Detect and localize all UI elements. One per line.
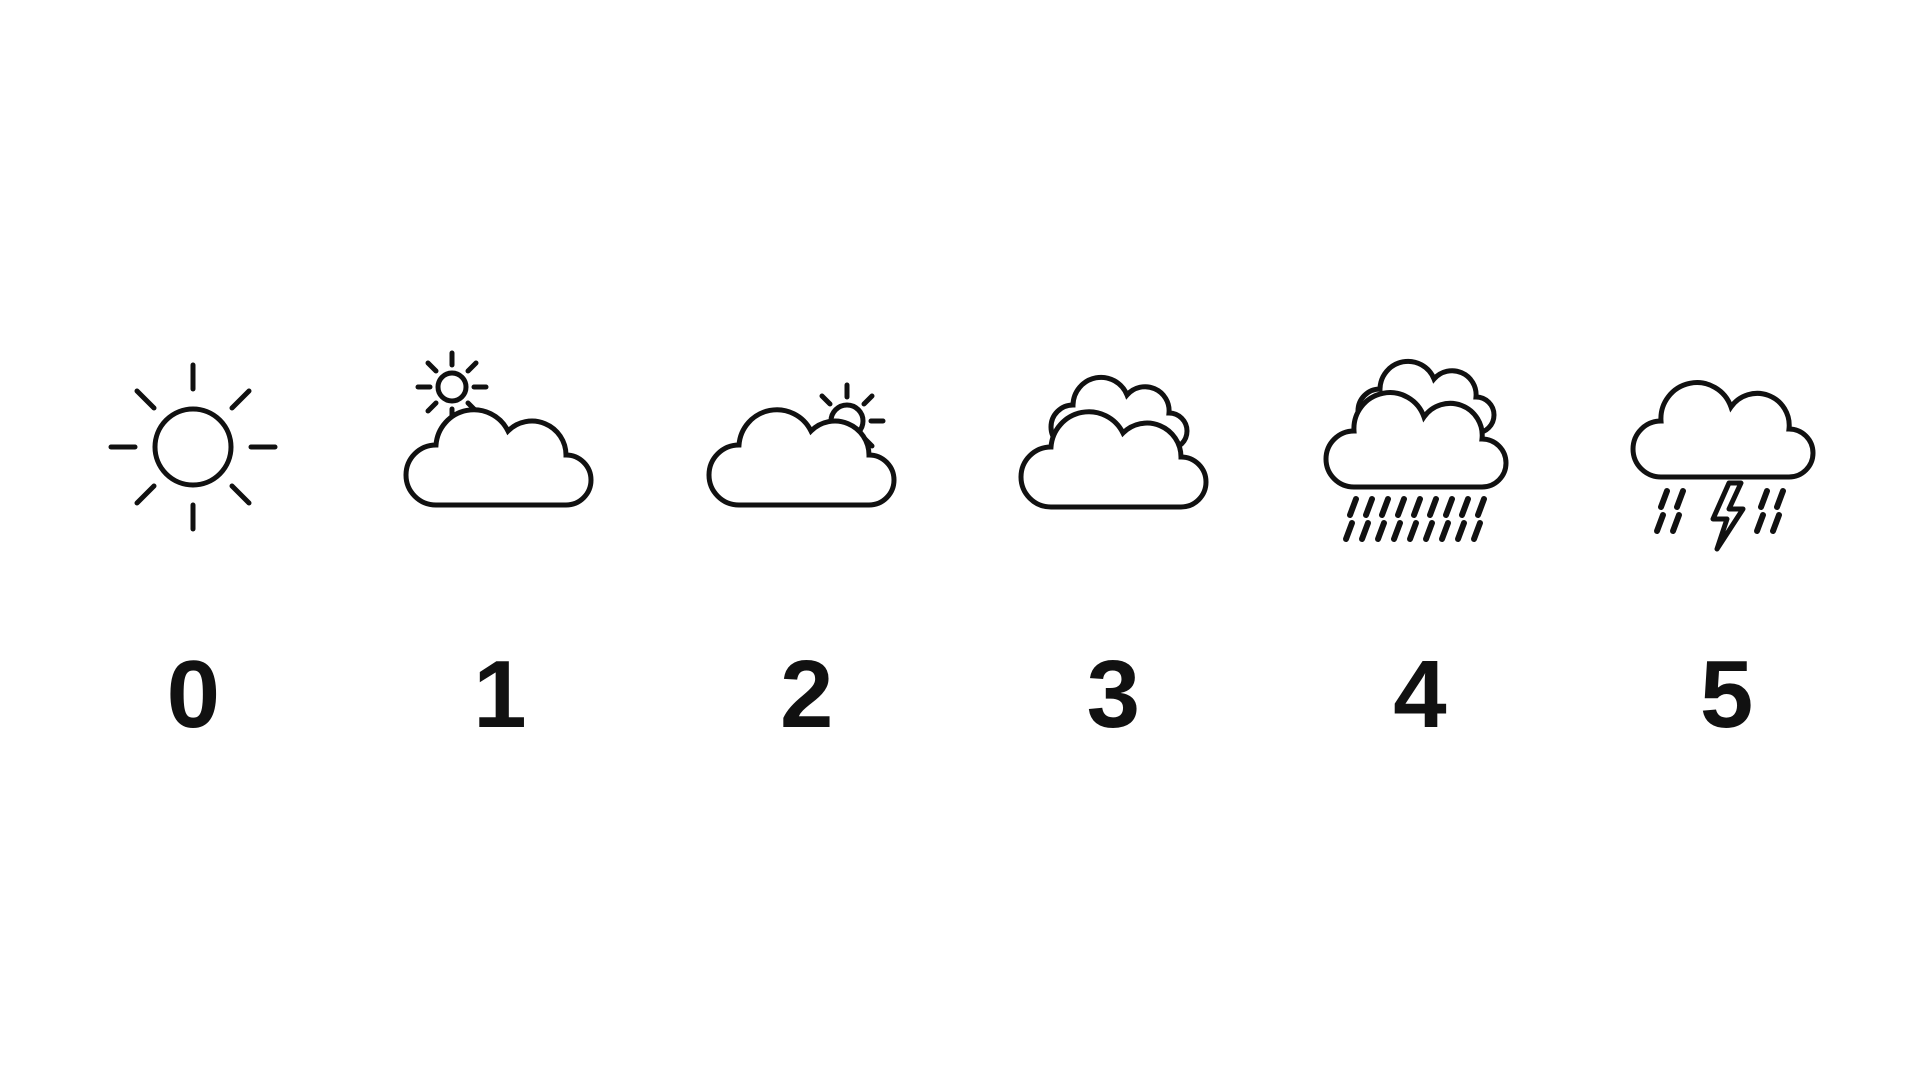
scale-label: 4 [1393,647,1446,743]
scale-item-3: 3 [983,337,1243,743]
scale-item-0: 0 [63,337,323,743]
scale-label: 3 [1087,647,1140,743]
weather-icon-scale: 0 [0,0,1920,1080]
scale-label: 2 [780,647,833,743]
scale-label: 0 [167,647,220,743]
scale-item-5: 5 [1597,337,1857,743]
scale-item-4: 4 [1290,337,1550,743]
cloud-storm-icon [1617,337,1837,557]
sun-icon [83,337,303,557]
clouds-icon [1003,337,1223,557]
scale-label: 1 [473,647,526,743]
scale-item-1: 1 [370,337,630,743]
scale-label: 5 [1700,647,1753,743]
sun-cloud-icon [390,337,610,557]
scale-item-2: 2 [677,337,937,743]
clouds-rain-icon [1310,337,1530,557]
cloud-sun-behind-icon [697,337,917,557]
